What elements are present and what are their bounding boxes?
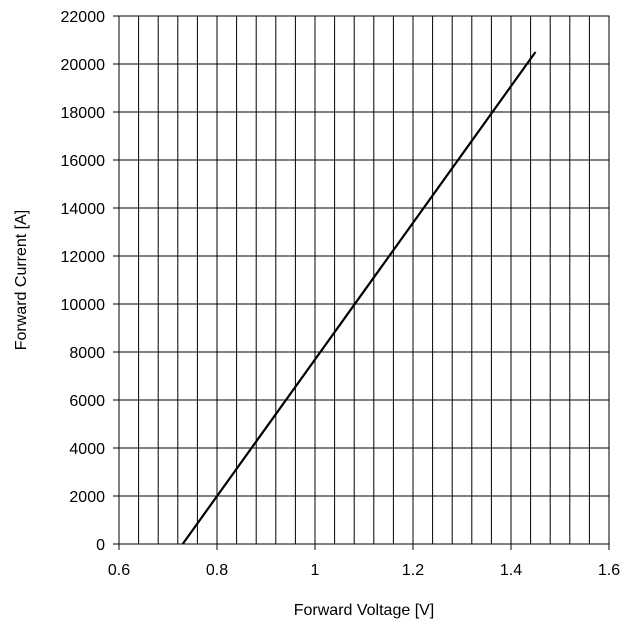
x-tick-label: 1.2	[402, 562, 424, 579]
y-tick-label: 20000	[61, 57, 106, 74]
y-tick-label: 4000	[69, 441, 105, 458]
x-tick-label: 0.6	[108, 562, 130, 579]
y-tick-labels: 0 2000 4000 6000 8000 10000 12000 14000 16000 180…	[61, 9, 106, 554]
y-tick-label: 22000	[61, 9, 106, 26]
y-tick-label: 18000	[61, 105, 106, 122]
y-tick-label: 6000	[69, 393, 105, 410]
plot-area	[118, 15, 610, 545]
tick-marks	[113, 15, 610, 550]
grid	[119, 16, 609, 544]
series-layer	[181, 51, 537, 545]
y-tick-label: 10000	[61, 297, 106, 314]
y-tick-label: 0	[96, 537, 105, 554]
x-axis-label: Forward Voltage [V]	[294, 602, 435, 619]
x-tick-label: 1	[311, 562, 320, 579]
y-tick-label: 8000	[69, 345, 105, 362]
y-tick-label: 16000	[61, 153, 106, 170]
y-tick-label: 12000	[61, 249, 106, 266]
y-axis-label: Forward Current [A]	[13, 210, 30, 350]
x-tick-label: 0.8	[206, 562, 228, 579]
x-tick-label: 1.6	[598, 562, 620, 579]
y-tick-label: 14000	[61, 201, 106, 218]
series-line	[181, 51, 537, 545]
x-tick-label: 1.4	[500, 562, 522, 579]
x-tick-labels: 0.6 0.8 1 1.2 1.4 1.6	[108, 562, 620, 579]
y-tick-label: 2000	[69, 489, 105, 506]
